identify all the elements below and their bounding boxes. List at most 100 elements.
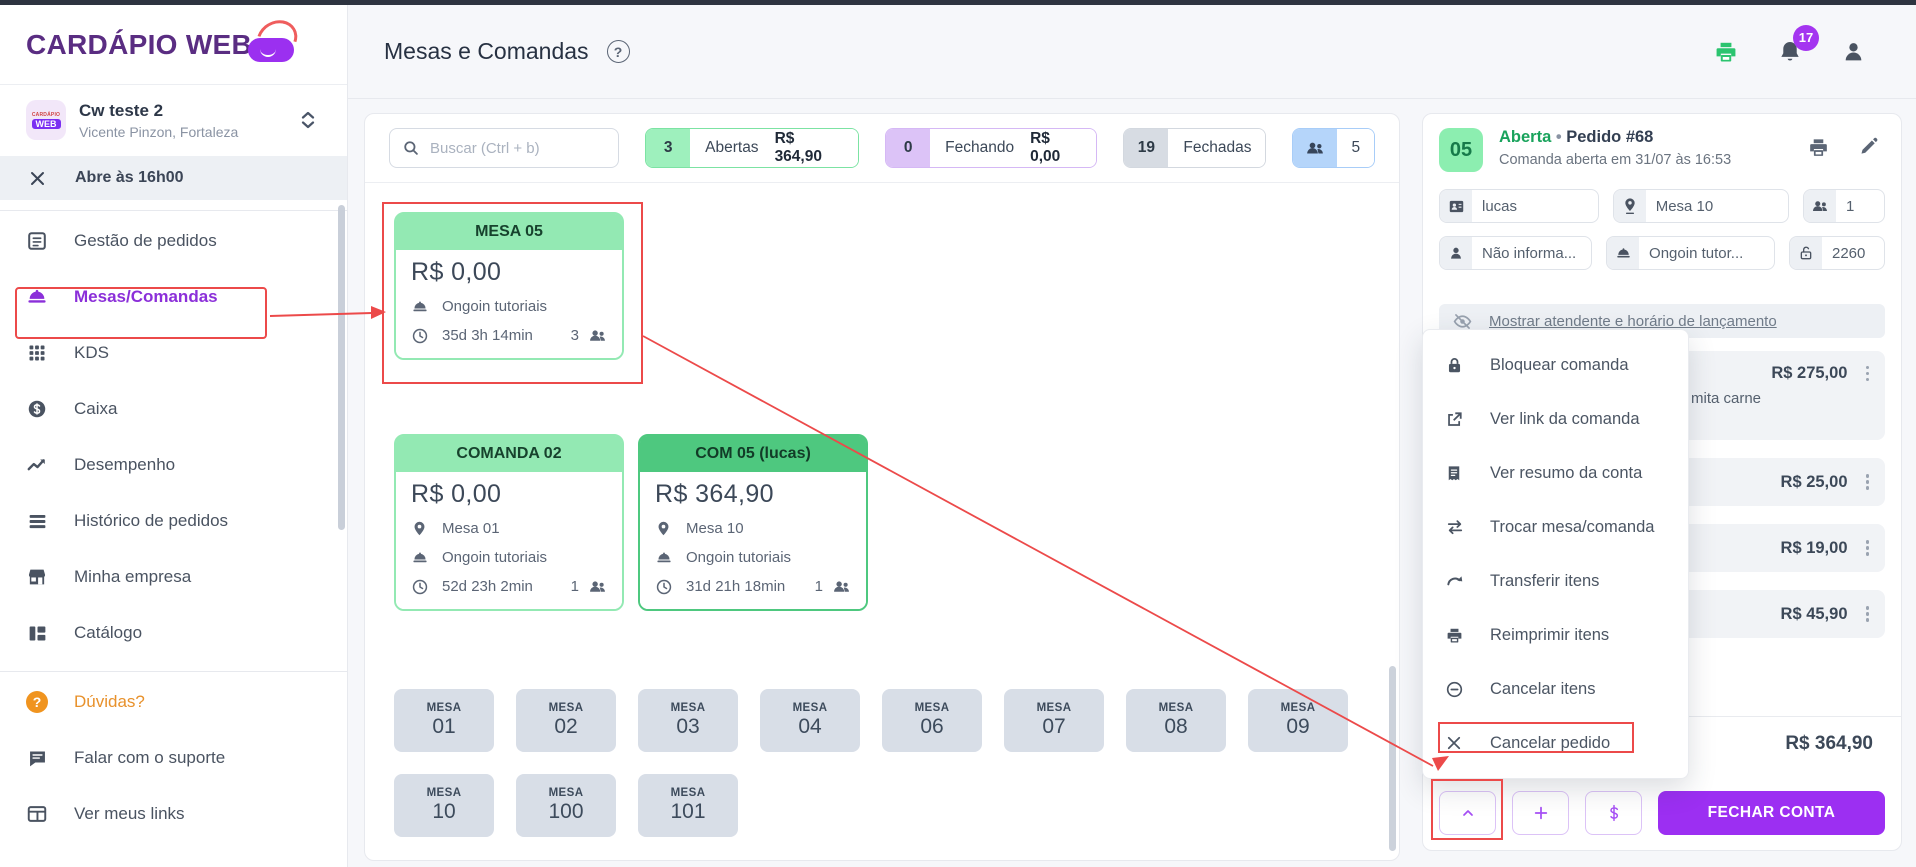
filter-chip-people[interactable]: 5 [1291, 128, 1376, 168]
customer-field[interactable]: lucas [1439, 189, 1599, 223]
table-button-mesa-03[interactable]: MESA 03 [638, 689, 738, 752]
filter-chip-abertas[interactable]: 3 Abertas R$ 364,90 [645, 128, 860, 168]
chip-label: Fechadas [1183, 139, 1252, 156]
sidebar-item-ver-meus-links[interactable]: Ver meus links [0, 786, 347, 842]
chevron-up-down-icon[interactable] [301, 111, 315, 129]
notifications-bell-icon[interactable]: 17 [1777, 24, 1819, 65]
close-account-button[interactable]: FECHAR CONTA [1658, 791, 1885, 835]
store-name: Cw teste 2 [79, 100, 164, 120]
people-field[interactable]: 1 [1803, 189, 1885, 223]
sidebar: CARDÁPIO WEB CARDÁPIO WEB Cw teste 2 Vic… [0, 5, 348, 867]
table-button-mesa-07[interactable]: MESA 07 [1004, 689, 1104, 752]
table-card-com-05[interactable]: COM 05 (lucas) R$ 364,90 Mesa 10 Ongoin … [638, 434, 868, 611]
kebab-menu-icon[interactable] [1862, 365, 1874, 382]
menu-item-cancelar-itens[interactable]: Cancelar itens [1423, 662, 1688, 716]
menu-item-ver-resumo-da-conta[interactable]: Ver resumo da conta [1423, 446, 1688, 500]
table-button-mesa-04[interactable]: MESA 04 [760, 689, 860, 752]
payment-button[interactable] [1585, 791, 1642, 835]
opening-hours-row[interactable]: Abre às 16h00 [0, 156, 347, 200]
catalog-icon [26, 622, 48, 644]
sidebar-scrollbar[interactable] [338, 205, 345, 530]
menu-item-ver-link-da-comanda[interactable]: Ver link da comanda [1423, 392, 1688, 446]
sidebar-item-mesas-comandas[interactable]: Mesas/Comandas [0, 269, 347, 325]
search-input[interactable] [430, 139, 590, 157]
menu-item-trocar-mesa-comanda[interactable]: Trocar mesa/comanda [1423, 500, 1688, 554]
sidebar-item-minha-empresa[interactable]: Minha empresa [0, 549, 347, 605]
help-icon[interactable]: ? [606, 40, 630, 63]
menu-item-transferir-itens[interactable]: Transferir itens [1423, 554, 1688, 608]
menu-item-label: Bloquear comanda [1490, 355, 1629, 374]
menu-item-reimprimir-itens[interactable]: Reimprimir itens [1423, 608, 1688, 662]
sidebar-item-kds[interactable]: KDS [0, 325, 347, 381]
kebab-menu-icon[interactable] [1862, 540, 1874, 556]
table-button-mesa-01[interactable]: MESA 01 [394, 689, 494, 752]
sidebar-item-falar-com-o-suporte[interactable]: Falar com o suporte [0, 730, 347, 786]
content-scrollbar[interactable] [1389, 666, 1396, 851]
divider [0, 210, 347, 211]
sidebar-item-label: Minha empresa [74, 567, 192, 586]
people-icon [1804, 190, 1836, 222]
table-card-mesa-05[interactable]: MESA 05 R$ 0,00 Ongoin tutoriais 35d 3h … [394, 212, 624, 360]
menu-item-bloquear-comanda[interactable]: Bloquear comanda [1423, 338, 1688, 392]
performance-icon [26, 454, 48, 476]
printer-icon [1445, 625, 1466, 646]
sidebar-item-gestao-de-pedidos[interactable]: Gestão de pedidos [0, 213, 347, 269]
table-button-mesa-08[interactable]: MESA 08 [1126, 689, 1226, 752]
chip-value: R$ 364,90 [774, 130, 822, 165]
phone-field[interactable]: Não informa... [1439, 236, 1593, 270]
sidebar-item-historico-de-pedidos[interactable]: Histórico de pedidos [0, 493, 347, 549]
search-box[interactable] [389, 128, 620, 168]
table-card-time: 35d 3h 14min [442, 327, 533, 344]
table-card-comanda-02[interactable]: COMANDA 02 R$ 0,00 Mesa 01 Ongoin tutori… [394, 434, 624, 611]
question-icon: ? [26, 691, 48, 713]
order-context-menu: Bloquear comanda Ver link da comanda Ver… [1422, 329, 1689, 779]
attendant-field[interactable]: Ongoin tutor... [1606, 236, 1775, 270]
table-button-mesa-10[interactable]: MESA 10 [394, 774, 494, 837]
code-field[interactable]: 2260 [1789, 236, 1885, 270]
kebab-menu-icon[interactable] [1862, 606, 1874, 622]
close-icon[interactable] [30, 171, 45, 186]
sidebar-item-label: Catálogo [74, 623, 143, 642]
divider [365, 182, 1399, 183]
printer-icon[interactable] [1807, 136, 1830, 172]
menu-item-label: Cancelar itens [1490, 679, 1596, 698]
table-card-time: 52d 23h 2min [442, 578, 533, 595]
edit-pencil-icon[interactable] [1858, 136, 1879, 172]
chip-value: R$ 0,00 [1030, 130, 1061, 165]
location-pin-icon [411, 519, 430, 538]
lock-icon [1445, 355, 1466, 376]
sidebar-item-desempenho[interactable]: Desempenho [0, 437, 347, 493]
table-button-mesa-100[interactable]: MESA 100 [516, 774, 616, 837]
logo-text: CARDÁPIO WEB [26, 28, 253, 60]
unlock-icon [1790, 237, 1822, 269]
store-selector[interactable]: CARDÁPIO WEB Cw teste 2 Vicente Pinzon, … [0, 85, 347, 152]
table-button-mesa-02[interactable]: MESA 02 [516, 689, 616, 752]
sidebar-item-caixa[interactable]: Caixa [0, 381, 347, 437]
table-card-title: COM 05 (lucas) [640, 436, 866, 472]
kebab-menu-icon[interactable] [1862, 474, 1874, 490]
table-button-mesa-09[interactable]: MESA 09 [1248, 689, 1348, 752]
menu-item-label: Ver link da comanda [1490, 409, 1640, 428]
grid-icon [26, 342, 48, 364]
notification-badge: 17 [1793, 24, 1819, 51]
order-status: Aberta [1499, 128, 1552, 146]
filter-chip-fechando[interactable]: 0 Fechando R$ 0,00 [885, 128, 1098, 168]
sidebar-item-catalogo[interactable]: Catálogo [0, 605, 347, 661]
clock-icon [411, 326, 430, 345]
store-avatar: CARDÁPIO WEB [26, 100, 66, 140]
menu-item-label: Transferir itens [1490, 571, 1600, 590]
sidebar-item-duvidas[interactable]: ? Dúvidas? [0, 674, 347, 730]
table-button-mesa-101[interactable]: MESA 101 [638, 774, 738, 837]
table-field[interactable]: Mesa 10 [1612, 189, 1789, 223]
table-button-mesa-06[interactable]: MESA 06 [882, 689, 982, 752]
expand-actions-button[interactable] [1439, 791, 1496, 835]
logo[interactable]: CARDÁPIO WEB [0, 5, 347, 85]
menu-item-cancelar-pedido[interactable]: Cancelar pedido [1423, 716, 1688, 770]
attendant-name: Ongoin tutor... [1649, 244, 1744, 262]
filter-chip-fechadas[interactable]: 19 Fechadas [1123, 128, 1266, 168]
user-icon[interactable] [1841, 39, 1866, 64]
cloche-icon [1607, 237, 1640, 269]
printer-icon[interactable] [1713, 39, 1739, 65]
add-item-button[interactable] [1512, 791, 1569, 835]
order-panel: 05 Aberta • Pedido #68 Comanda aberta em… [1422, 113, 1902, 851]
